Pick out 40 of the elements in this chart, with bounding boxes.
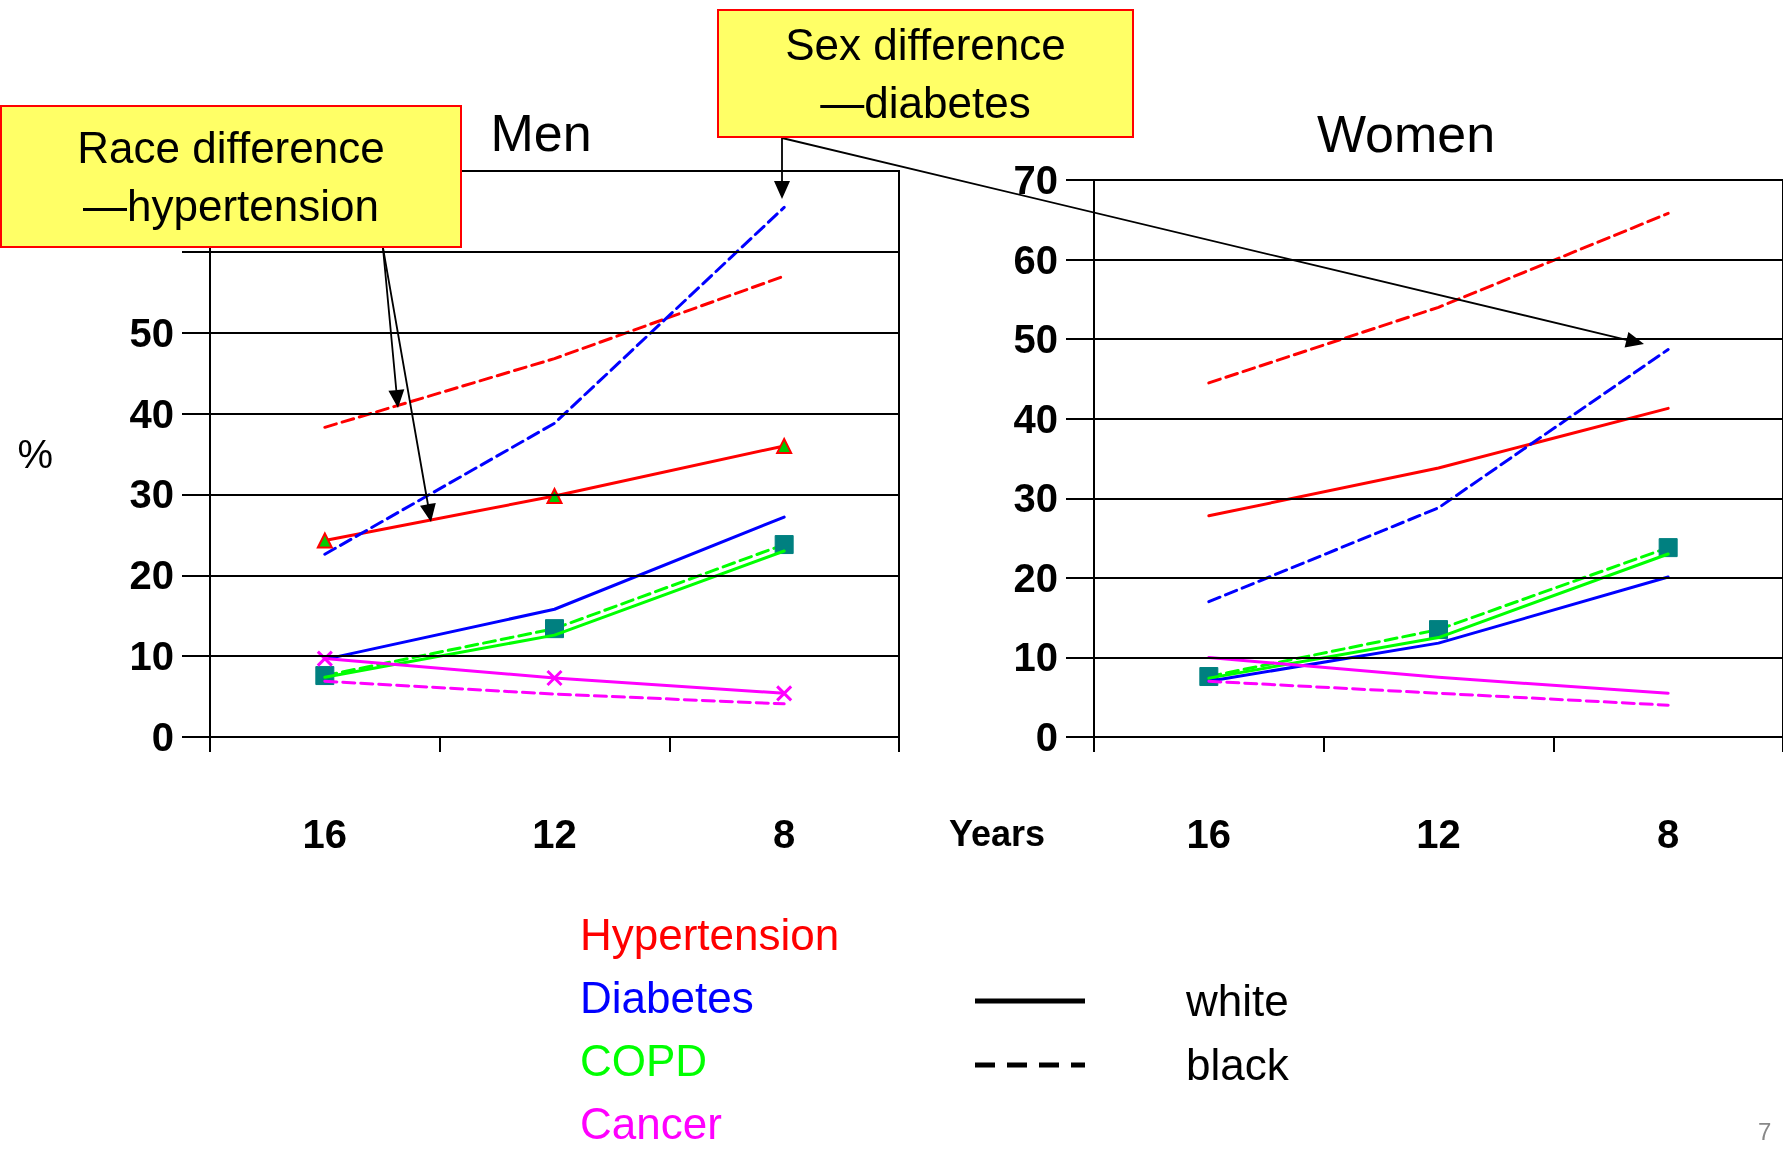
chart-title: Women bbox=[1316, 105, 1496, 163]
text: white bbox=[1186, 976, 1289, 1026]
y-tick-label: 40 bbox=[1013, 396, 1058, 441]
y-axis-title: % bbox=[17, 432, 53, 476]
callout-box: Sex difference —diabetes bbox=[717, 9, 1134, 138]
x-tick-label: 12 bbox=[532, 812, 577, 856]
x-tick-label: 8 bbox=[1657, 812, 1680, 856]
text: Hypertension bbox=[580, 909, 840, 959]
y-tick-label: 50 bbox=[1013, 317, 1058, 362]
chart-title: Men bbox=[490, 104, 592, 162]
y-tick-label: 0 bbox=[151, 715, 174, 759]
x-axis-title: Years bbox=[948, 812, 1046, 854]
y-tick-label: 30 bbox=[1013, 476, 1058, 521]
y-tick-label: 60 bbox=[1013, 237, 1058, 282]
text: 7 bbox=[1758, 1118, 1772, 1146]
y-tick-label: 0 bbox=[1035, 715, 1058, 759]
point bbox=[775, 684, 793, 702]
x-tick-label: 16 bbox=[1186, 812, 1232, 856]
text: COPD bbox=[580, 1035, 708, 1085]
point bbox=[776, 437, 793, 454]
y-tick-label: 20 bbox=[1013, 555, 1058, 600]
annotation: Race difference —hypertension bbox=[76, 121, 386, 232]
text: Diabetes bbox=[580, 972, 754, 1022]
x-tick-label: 16 bbox=[302, 812, 348, 856]
y-tick-label: 40 bbox=[129, 391, 174, 436]
point bbox=[316, 650, 334, 668]
point bbox=[546, 669, 563, 687]
y-tick-label: 70 bbox=[1013, 158, 1058, 202]
point bbox=[316, 532, 333, 549]
y-tick-label: 10 bbox=[129, 634, 174, 679]
y-tick-label: 10 bbox=[1013, 635, 1058, 680]
x-tick-label: 8 bbox=[773, 812, 796, 856]
x-tick-label: 12 bbox=[1416, 812, 1461, 856]
text: Cancer bbox=[580, 1098, 722, 1148]
point bbox=[546, 488, 563, 505]
callout-box: Race difference —hypertension bbox=[0, 105, 462, 248]
y-tick-label: 20 bbox=[129, 553, 174, 598]
y-tick-label: 50 bbox=[129, 310, 174, 355]
text: black bbox=[1186, 1040, 1289, 1090]
y-tick-label: 30 bbox=[129, 472, 174, 517]
